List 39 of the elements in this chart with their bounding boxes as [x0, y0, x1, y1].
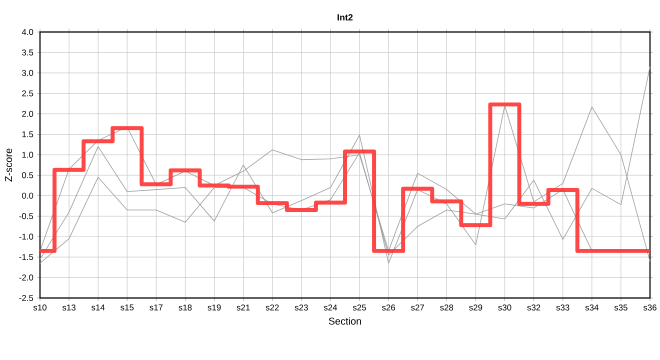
x-axis-title: Section — [328, 317, 361, 325]
x-tick-label: s26 — [382, 304, 396, 311]
x-tick-label: s10 — [33, 304, 46, 311]
x-tick-label: s25 — [352, 304, 366, 311]
x-tick-label: s13 — [62, 304, 76, 311]
chart-title: Int2 — [338, 14, 353, 21]
y-tick-label: 1.0 — [22, 152, 34, 158]
y-tick-label: -0.5 — [19, 213, 34, 220]
x-tick-label: s19 — [208, 304, 221, 311]
y-tick-label: 1.5 — [22, 131, 34, 138]
y-tick-label: 2.5 — [22, 90, 34, 96]
x-tick-label: s17 — [150, 304, 163, 310]
x-tick-label: s23 — [294, 304, 308, 311]
y-tick-label: 4.0 — [22, 29, 34, 35]
x-tick-label: s35 — [614, 304, 628, 311]
y-tick-label: 0.5 — [22, 172, 34, 178]
x-tick-label: s29 — [469, 304, 482, 311]
y-tick-label: -1.0 — [19, 234, 34, 240]
y-tick-label: -2.5 — [19, 295, 34, 301]
x-tick-label: s27 — [411, 304, 424, 311]
x-tick-label: s34 — [585, 304, 598, 311]
y-tick-label: 2.0 — [22, 110, 34, 117]
y-axis-title: Z-score — [5, 148, 12, 182]
y-tick-label: 0.0 — [22, 192, 34, 199]
x-tick-label: s36 — [643, 304, 656, 311]
y-tick-label: -2.0 — [19, 274, 34, 281]
y-tick-label: -1.5 — [19, 254, 34, 260]
x-tick-label: s24 — [324, 304, 338, 311]
x-tick-label: s15 — [120, 304, 134, 310]
x-tick-label: s33 — [556, 304, 570, 311]
x-tick-label: s30 — [498, 304, 512, 311]
x-tick-label: s14 — [92, 304, 105, 310]
y-tick-label: 3.0 — [22, 70, 34, 76]
x-tick-label: s21 — [236, 304, 250, 311]
x-tick-label: s28 — [440, 304, 454, 311]
x-tick-label: s18 — [178, 304, 192, 311]
x-tick-label: s32 — [527, 304, 540, 311]
x-tick-label: s22 — [266, 304, 279, 311]
y-tick-label: 3.5 — [22, 49, 34, 56]
